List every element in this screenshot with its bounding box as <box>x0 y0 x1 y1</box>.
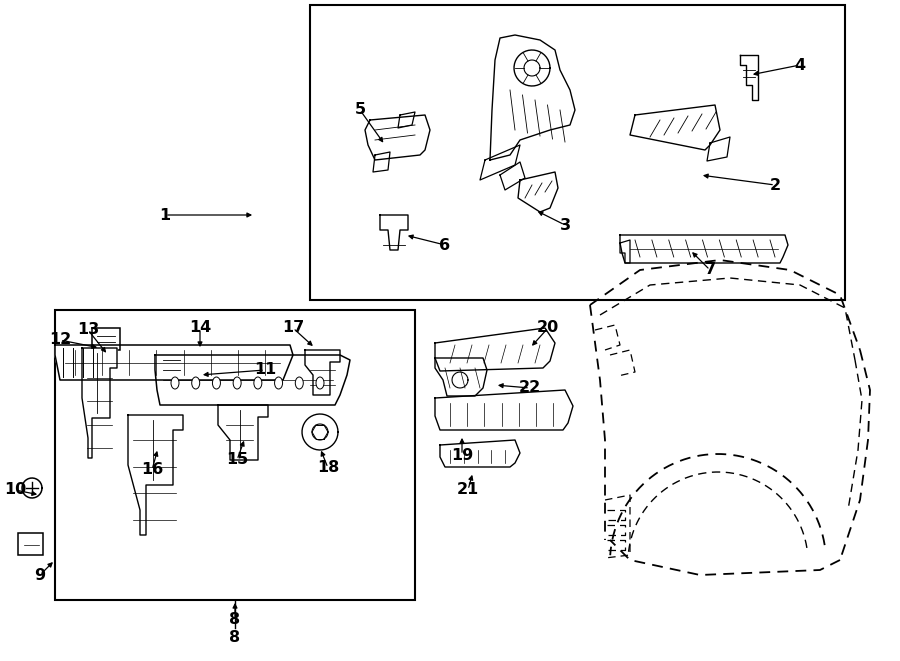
Text: 2: 2 <box>770 178 780 192</box>
Polygon shape <box>480 145 520 180</box>
Ellipse shape <box>295 377 303 389</box>
Text: 1: 1 <box>159 208 171 223</box>
Text: 7: 7 <box>705 262 716 278</box>
Polygon shape <box>305 350 340 395</box>
Text: 17: 17 <box>282 321 304 336</box>
Polygon shape <box>518 172 558 212</box>
Ellipse shape <box>171 377 179 389</box>
Text: 21: 21 <box>457 483 479 498</box>
Text: 11: 11 <box>254 362 276 377</box>
Text: 9: 9 <box>34 568 46 582</box>
Ellipse shape <box>233 377 241 389</box>
Ellipse shape <box>212 377 220 389</box>
Text: 8: 8 <box>230 631 240 646</box>
Polygon shape <box>128 415 183 535</box>
Text: 18: 18 <box>317 461 339 475</box>
Polygon shape <box>707 137 730 161</box>
Text: 12: 12 <box>49 332 71 348</box>
Polygon shape <box>490 35 575 160</box>
Bar <box>310 5 845 300</box>
Polygon shape <box>373 152 390 172</box>
Bar <box>55 310 415 600</box>
Polygon shape <box>620 240 630 263</box>
Text: 22: 22 <box>519 381 541 395</box>
Bar <box>18 533 43 555</box>
Polygon shape <box>218 405 268 460</box>
Text: 10: 10 <box>4 483 26 498</box>
Text: 14: 14 <box>189 321 212 336</box>
Text: 3: 3 <box>560 217 571 233</box>
Polygon shape <box>630 105 720 150</box>
Text: 6: 6 <box>439 237 451 253</box>
Polygon shape <box>440 440 520 467</box>
Polygon shape <box>398 112 415 128</box>
Polygon shape <box>82 348 117 458</box>
Ellipse shape <box>274 377 283 389</box>
Text: 8: 8 <box>230 613 240 627</box>
Text: 19: 19 <box>451 447 473 463</box>
Polygon shape <box>55 345 293 380</box>
Ellipse shape <box>192 377 200 389</box>
Polygon shape <box>500 162 525 190</box>
Text: 20: 20 <box>537 321 559 336</box>
Ellipse shape <box>254 377 262 389</box>
Ellipse shape <box>316 377 324 389</box>
Polygon shape <box>620 235 788 263</box>
Text: 16: 16 <box>141 463 163 477</box>
Polygon shape <box>22 478 42 498</box>
Polygon shape <box>155 355 350 405</box>
Polygon shape <box>365 115 430 160</box>
Polygon shape <box>435 390 573 430</box>
Polygon shape <box>435 328 555 371</box>
Polygon shape <box>452 372 468 388</box>
Text: 13: 13 <box>76 323 99 338</box>
Text: 15: 15 <box>226 453 248 467</box>
Text: 4: 4 <box>795 58 806 73</box>
Polygon shape <box>380 215 408 250</box>
Text: 5: 5 <box>355 102 365 118</box>
Polygon shape <box>435 358 487 396</box>
Polygon shape <box>302 414 338 450</box>
Polygon shape <box>740 55 758 100</box>
Bar <box>92 328 120 350</box>
